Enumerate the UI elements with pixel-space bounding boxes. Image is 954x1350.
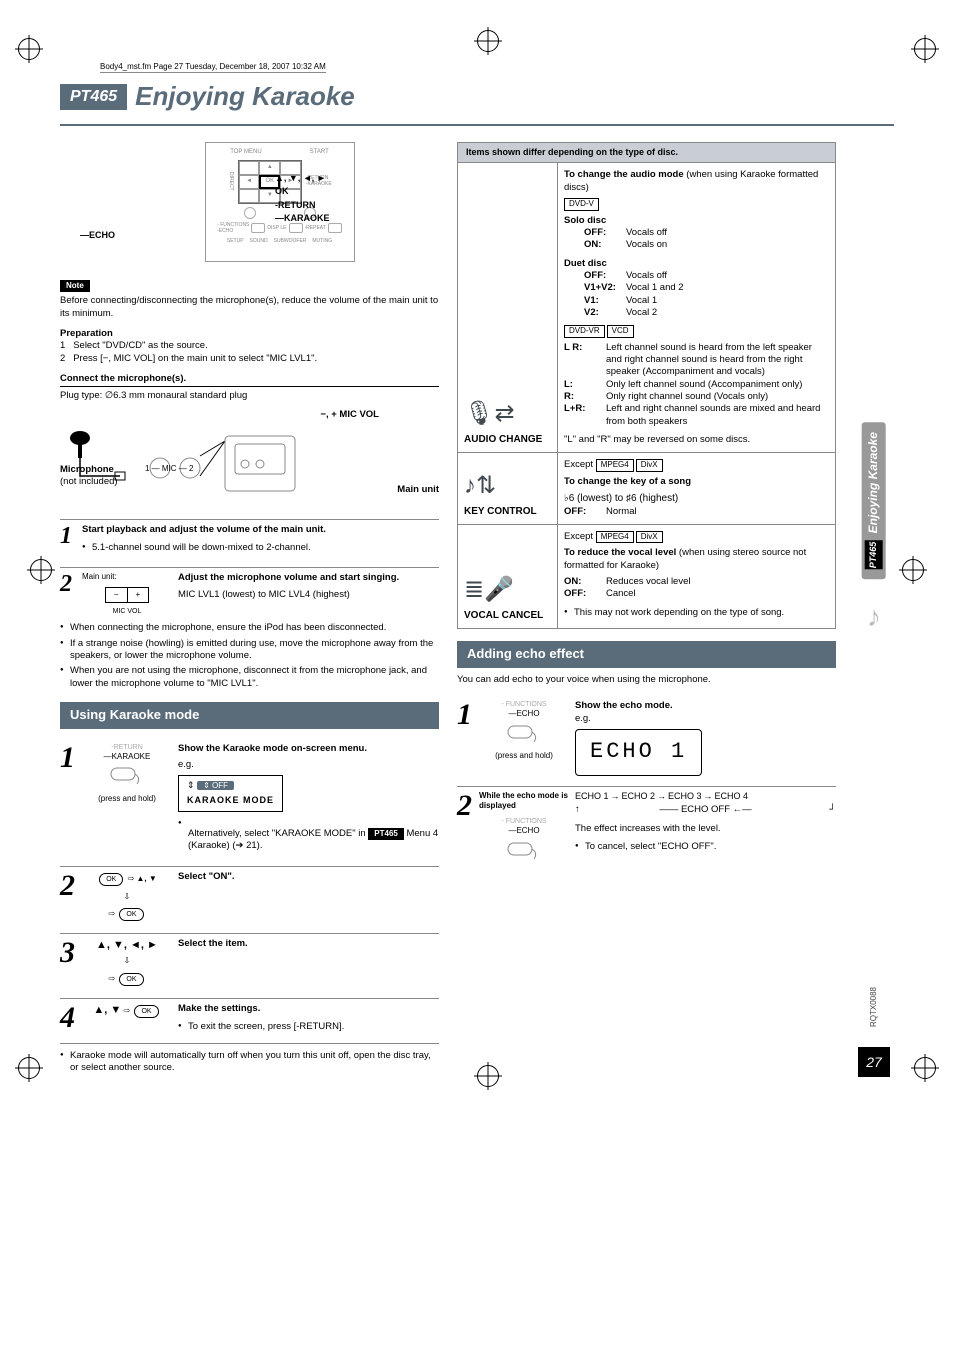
km-step-4: 4 ▲, ▼ ⇨ OK Make the settings. To exit t… <box>60 998 439 1037</box>
doc-code: RQTX0088 <box>869 987 879 1027</box>
page-title: Enjoying Karaoke <box>135 80 355 114</box>
echo-step-1: 1 - FUNCTIONS —ECHO (press and hold) Sho… <box>457 696 836 775</box>
warning-notes: When connecting the microphone, ensure t… <box>60 622 439 690</box>
note-badge: Note <box>60 280 90 292</box>
step-2: 2 Main unit: −+ MIC VOL Adjust the micro… <box>60 567 439 616</box>
header-filename: Body4_mst.fm Page 27 Tuesday, December 1… <box>100 62 326 73</box>
page-number: 27 <box>858 1047 890 1077</box>
row-key-control: ♪⇅ KEY CONTROL Except MPEG4DivX To chang… <box>458 453 835 524</box>
mic-vol-control[interactable]: −+ <box>105 587 149 603</box>
echo-heading: Adding echo effect <box>457 641 836 668</box>
km-step-2: 2 OK ⇨ ▲, ▼ ⇩ ⇨ OK Select "ON". <box>60 866 439 924</box>
echo-step-2: 2 While the echo mode is displayed - FUN… <box>457 786 836 869</box>
karaoke-mode-display: ⇕ ⇕ OFF KARAOKE MODE <box>178 775 283 811</box>
model-badge: PT465 <box>60 84 127 111</box>
audio-change-icon: 🎙⇄ <box>464 398 515 429</box>
disc-table: 🎙⇄ AUDIO CHANGE To change the audio mode… <box>457 163 836 629</box>
km-step-3: 3 ▲, ▼, ◄, ► ⇩ ⇨ OK Select the item. <box>60 933 439 988</box>
km-footer: Karaoke mode will automatically turn off… <box>60 1043 439 1075</box>
step-1: 1 Start playback and adjust the volume o… <box>60 519 439 558</box>
echo-intro: You can add echo to your voice when usin… <box>457 674 836 686</box>
note-text: Before connecting/disconnecting the micr… <box>60 295 439 320</box>
disc-table-header: Items shown differ depending on the type… <box>457 142 836 164</box>
remote-callouts: ▲, ▼, ◄, ► OK -RETURN —KARAOKE <box>275 172 330 226</box>
mic-diagram: −, + MIC VOL Microphone (not included) 1… <box>60 409 439 509</box>
music-note-icon: ♪ <box>867 599 881 635</box>
title-underline <box>60 124 894 126</box>
km-step-1: 1 -RETURN —KARAOKE (press and hold) Show… <box>60 739 439 856</box>
page-title-row: PT465 Enjoying Karaoke <box>60 80 894 114</box>
prep-title: Preparation <box>60 328 439 340</box>
vocal-cancel-icon: ≣🎤 <box>464 574 514 605</box>
connect-heading: Connect the microphone(s). <box>60 373 439 387</box>
key-control-icon: ♪⇅ <box>464 470 496 501</box>
prep-list: 1 Select "DVD/CD" as the source. 2 Press… <box>60 340 439 365</box>
side-tab: PT465 Enjoying Karaoke <box>862 422 886 579</box>
karaoke-mode-heading: Using Karaoke mode <box>60 702 439 729</box>
remote-echo-callout: —ECHO <box>80 230 115 242</box>
row-vocal-cancel: ≣🎤 VOCAL CANCEL Except MPEG4DivX To redu… <box>458 525 835 628</box>
row-audio-change: 🎙⇄ AUDIO CHANGE To change the audio mode… <box>458 163 835 453</box>
echo-lcd-display: ECHO 1 <box>575 729 702 776</box>
plug-type: Plug type: ∅6.3 mm monaural standard plu… <box>60 390 439 402</box>
echo-flow-diagram: ECHO 1→ ECHO 2→ ECHO 3→ ECHO 4 <box>575 791 836 803</box>
